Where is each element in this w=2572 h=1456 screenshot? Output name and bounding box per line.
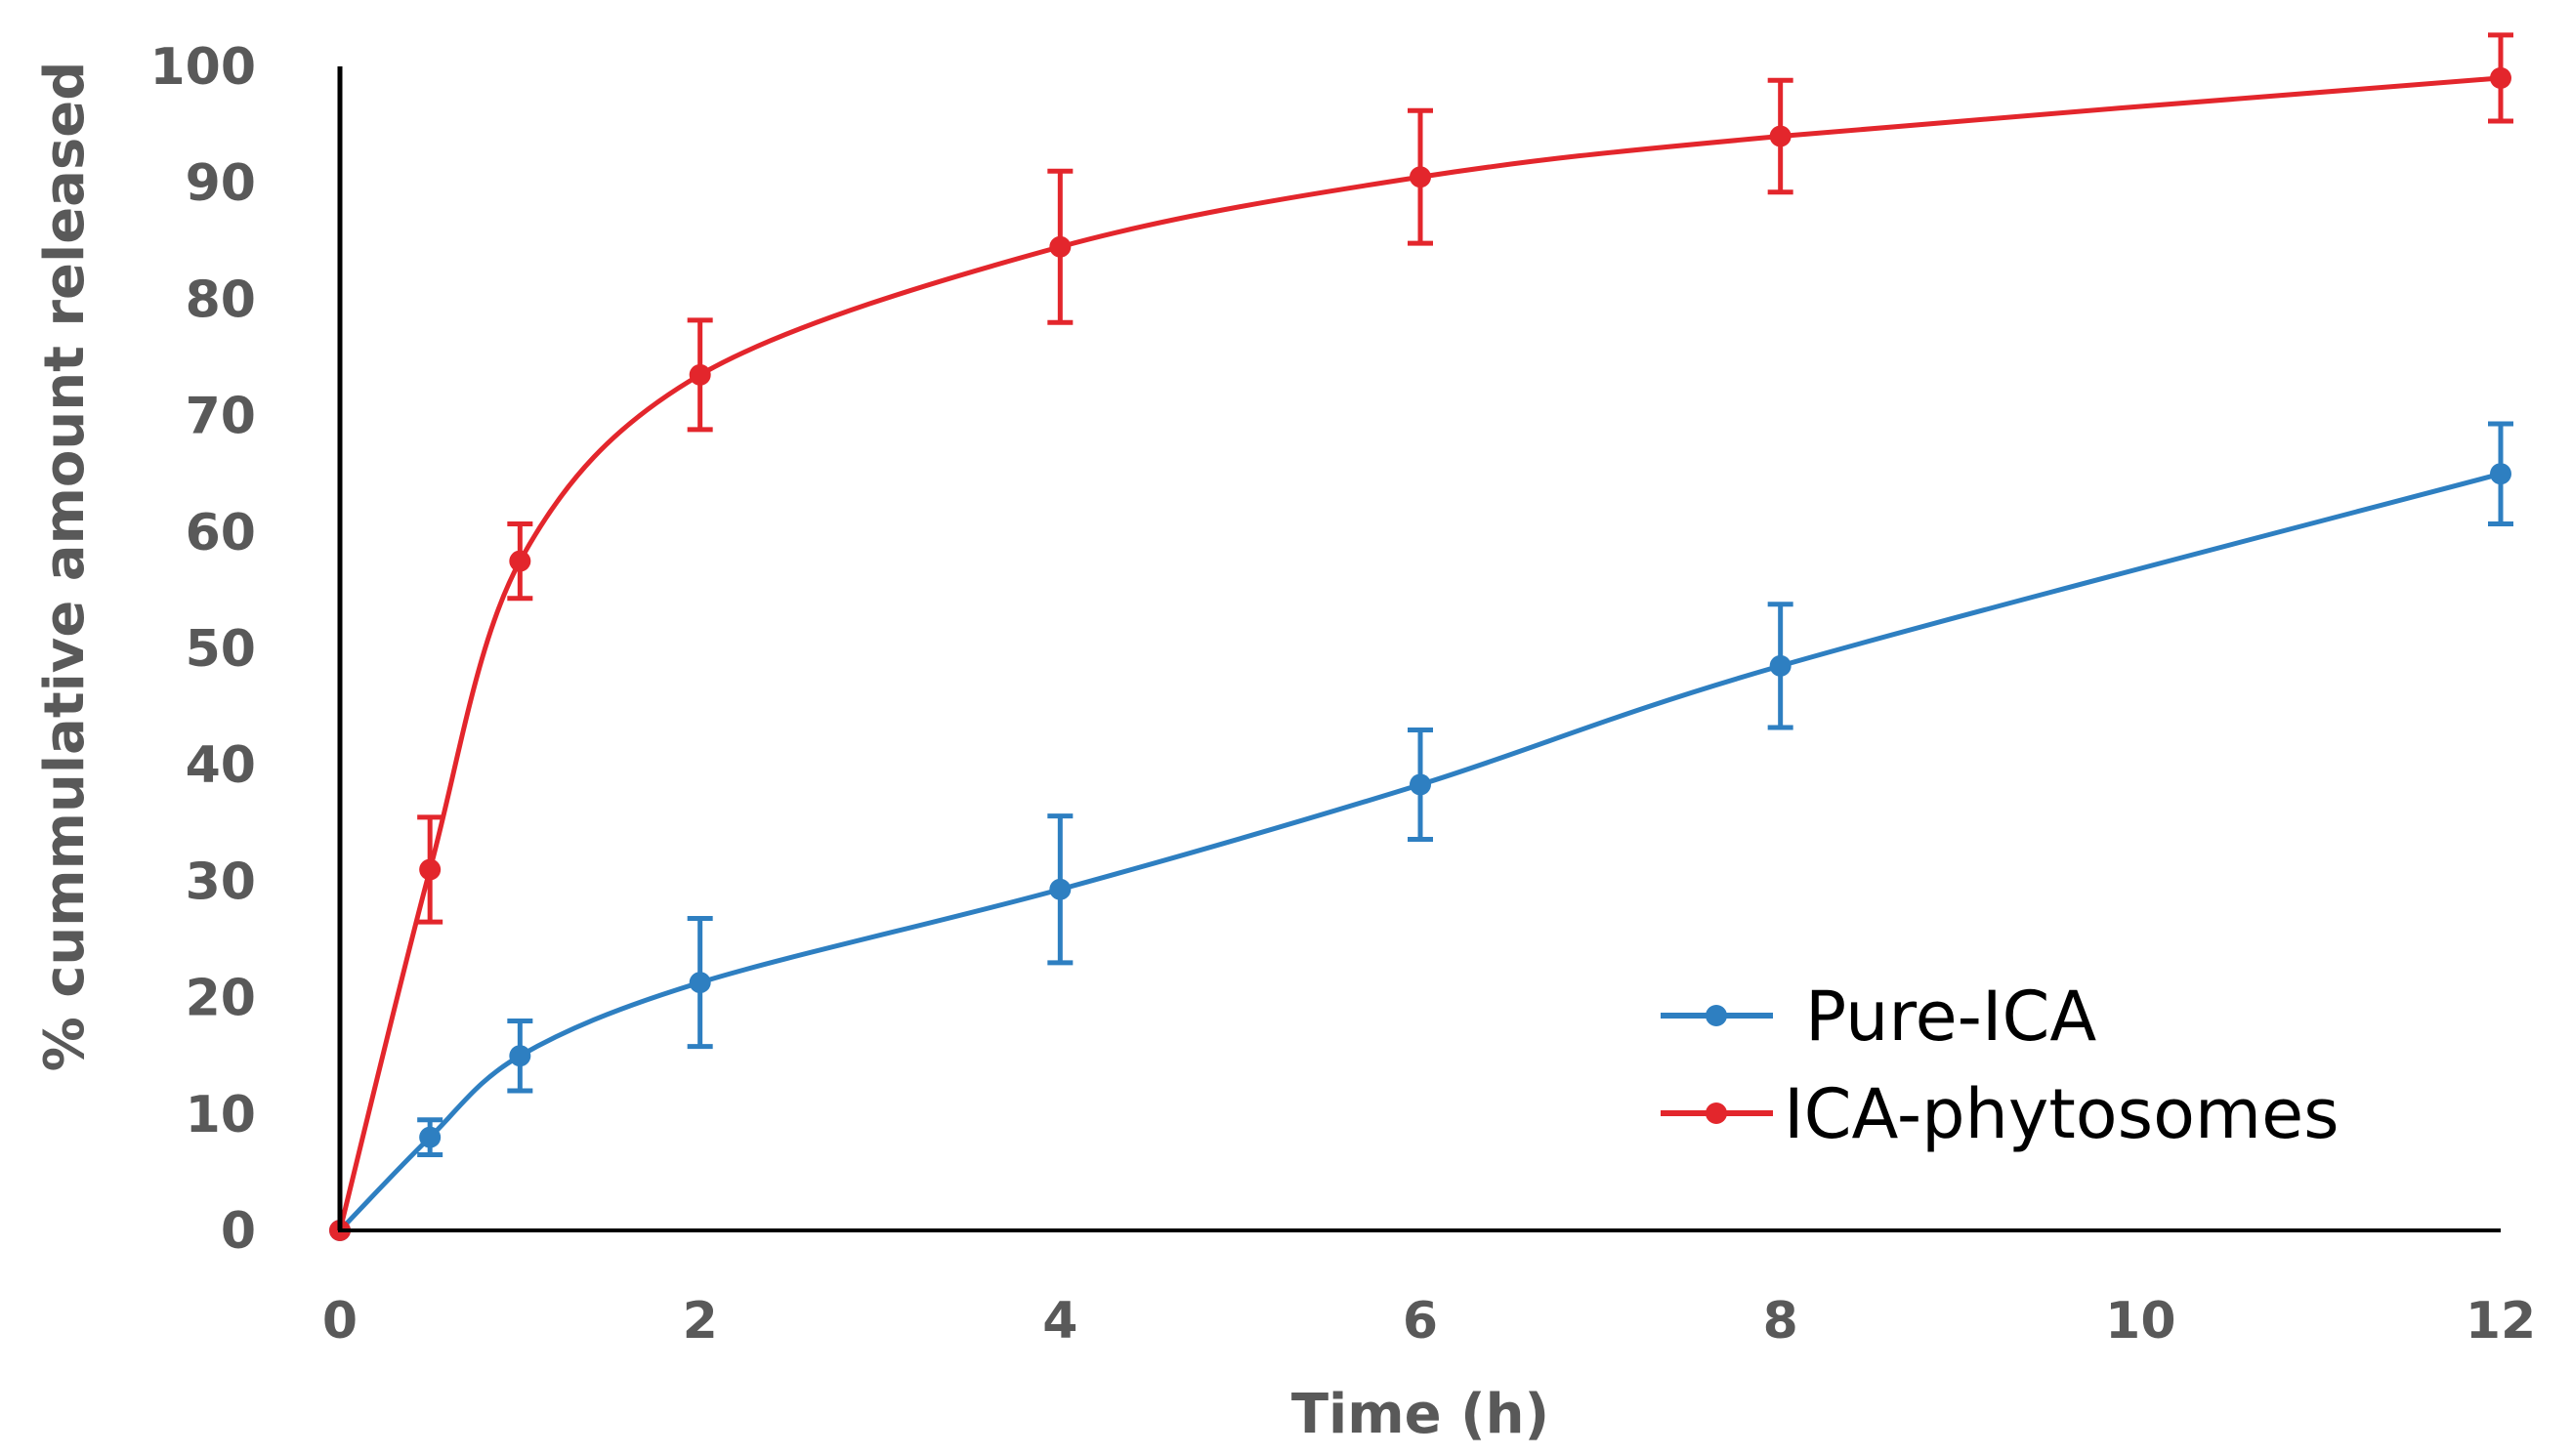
x-axis-title: Time (h) xyxy=(1291,1383,1549,1446)
data-point xyxy=(509,1045,531,1067)
y-tick-label: 100 xyxy=(149,38,256,97)
legend-label: Pure-ICA xyxy=(1805,977,2096,1057)
data-point xyxy=(419,1126,442,1148)
y-tick-label: 0 xyxy=(221,1202,256,1261)
y-tick-label: 60 xyxy=(186,504,256,562)
series-ica-phytosomes xyxy=(329,32,2513,1241)
data-point xyxy=(1410,166,1431,188)
plot-area xyxy=(329,32,2513,1241)
y-tick-label: 40 xyxy=(186,736,256,795)
legend-item: Pure-ICA xyxy=(1661,977,2096,1057)
data-point xyxy=(419,858,442,881)
legend-swatch-marker xyxy=(1706,1005,1727,1026)
data-point xyxy=(1049,235,1072,258)
legend-label: ICA-phytosomes xyxy=(1784,1074,2340,1154)
data-point xyxy=(1769,654,1792,677)
data-point xyxy=(689,972,711,994)
x-tick-label: 0 xyxy=(322,1292,358,1351)
x-tick-label: 4 xyxy=(1042,1292,1077,1351)
data-point xyxy=(1410,773,1431,796)
series-line xyxy=(337,75,2502,1231)
y-axis-title: % cummulative amount released xyxy=(33,62,97,1072)
data-point xyxy=(1769,125,1792,147)
y-tick-label: 70 xyxy=(186,388,256,446)
axes xyxy=(337,66,2501,1232)
y-tick-label: 10 xyxy=(186,1086,256,1144)
series-pure-ica xyxy=(329,421,2513,1241)
data-point xyxy=(2490,66,2511,89)
y-tick-label: 90 xyxy=(186,154,256,213)
data-point xyxy=(509,550,531,572)
y-tick-label: 30 xyxy=(186,853,256,911)
data-point xyxy=(689,363,711,386)
tick-labels: 0 2 4 6 8 10 12 0 10 20 30 40 50 60 70 80 90 100 xyxy=(149,38,2536,1351)
legend-item: ICA-phytosomes xyxy=(1661,1074,2340,1154)
y-tick-label: 80 xyxy=(186,270,256,329)
x-tick-label: 2 xyxy=(683,1292,718,1351)
x-tick-label: 10 xyxy=(2105,1292,2175,1351)
x-tick-label: 8 xyxy=(1763,1292,1798,1351)
y-tick-label: 50 xyxy=(186,620,256,679)
x-tick-label: 12 xyxy=(2466,1292,2536,1351)
data-point xyxy=(2490,463,2511,485)
legend: Pure-ICA ICA-phytosomes xyxy=(1661,977,2340,1154)
x-tick-label: 6 xyxy=(1403,1292,1438,1351)
series-line xyxy=(338,471,2502,1232)
data-point xyxy=(1049,878,1072,900)
legend-swatch-marker xyxy=(1706,1102,1727,1124)
y-tick-label: 20 xyxy=(186,970,256,1028)
